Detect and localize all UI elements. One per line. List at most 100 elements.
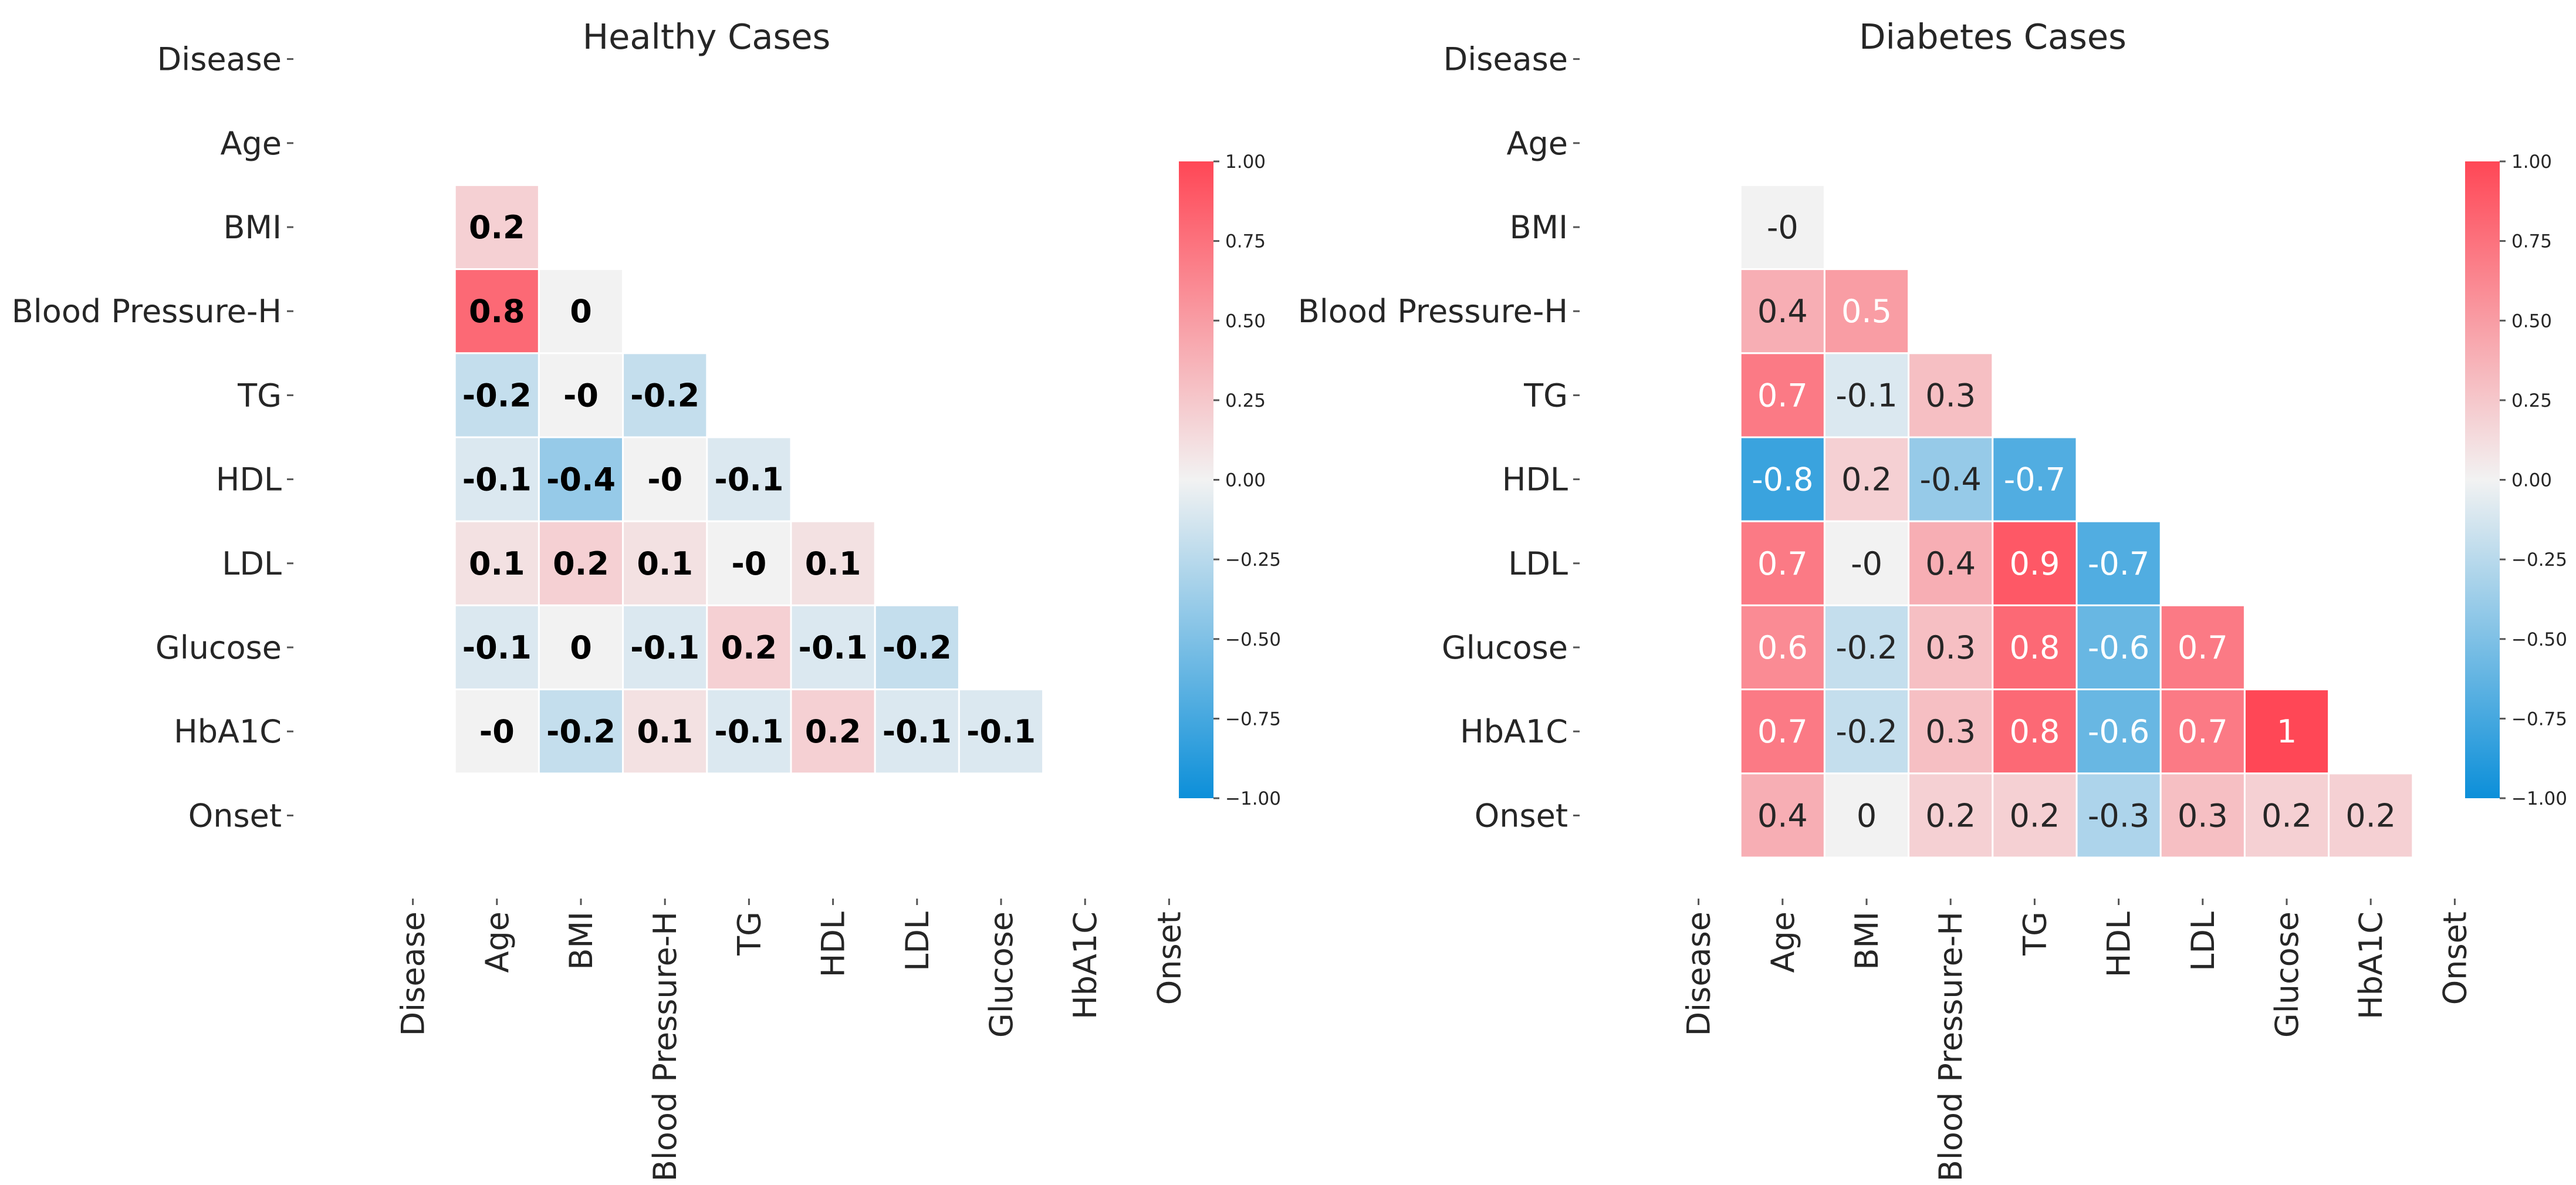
cell-label-hdl-blood-pressure-h: -0: [647, 461, 682, 498]
heatmap-cell-hdl-blood-pressure-h: [1908, 436, 1994, 522]
x-axis: Disease Age BMI Blood Pressure-H TG HDL LDL Glu…: [395, 899, 1188, 1181]
y-tick-label-onset: Onset: [188, 797, 282, 834]
y-tick-label-hdl: HDL: [1502, 461, 1568, 498]
cell-label-glucose-ldl: -0.2: [883, 629, 952, 666]
heatmap-cell-onset-hdl: [2075, 772, 2162, 859]
heatmap-cell-hba1c-tg: [706, 688, 792, 775]
heatmap-cell-onset-bmi: [1823, 772, 1910, 859]
x-tick-label-onset: Onset: [1151, 911, 1188, 1005]
y-tick-label-ldl: LDL: [222, 545, 282, 582]
heatmap-cell-glucose-blood-pressure-h: [1908, 604, 1994, 691]
x-tick-label-glucose: Glucose: [2269, 911, 2305, 1038]
x-tick-label-hdl: HDL: [2101, 911, 2138, 977]
heatmap-cells: -0 0.4 0.5 0.7 -0.1 0.3 -0.8 0.2 -0.4 -0.7 0.7 -0 0.…: [1739, 184, 2414, 859]
cell-label-hba1c-bmi: -0.2: [546, 713, 616, 750]
x-axis: Disease Age BMI Blood Pressure-H TG HDL LDL Glu…: [1681, 899, 2473, 1181]
heatmap-cell-tg-blood-pressure-h: [622, 352, 708, 438]
cell-label-hba1c-age: -0: [479, 713, 515, 750]
cell-label-onset-glucose: 0.2: [2261, 797, 2312, 834]
colorbar-tick-label: 0.75: [1225, 231, 1266, 252]
cell-label-hdl-bmi: 0.2: [1841, 461, 1892, 498]
colorbar: −1.00 −0.75 −0.50 −0.25 0.00 0.25 0.50 0.75 1.00: [2465, 151, 2567, 809]
x-tick-label-hba1c: HbA1C: [1067, 911, 1104, 1019]
heatmap-cell-hba1c-blood-pressure-h: [1908, 688, 1994, 775]
y-tick-label-disease: Disease: [1443, 41, 1568, 78]
heatmap-cell-hba1c-tg: [1992, 688, 2078, 775]
y-tick-label-hba1c: HbA1C: [1460, 713, 1568, 750]
cell-label-ldl-blood-pressure-h: 0.4: [1925, 545, 1976, 582]
heatmap-cell-onset-age: [1739, 772, 1825, 859]
cell-label-onset-ldl: 0.3: [2178, 797, 2228, 834]
x-tick-label-age: Age: [1764, 911, 1801, 973]
cell-label-bmi-age: -0: [1767, 209, 1799, 246]
heatmap-cell-glucose-blood-pressure-h: [622, 604, 708, 691]
cell-label-tg-blood-pressure-h: 0.3: [1925, 377, 1976, 414]
cell-label-ldl-bmi: 0.2: [553, 545, 609, 582]
y-tick-label-blood-pressure-h: Blood Pressure-H: [12, 293, 282, 330]
y-tick-label-tg: TG: [1523, 377, 1568, 414]
colorbar-tick-label: 0.00: [2511, 470, 2552, 491]
y-tick-label-bmi: BMI: [223, 209, 282, 246]
heatmap-cell-onset-hba1c: [2328, 772, 2414, 859]
heatmap-cell-hba1c-bmi: [537, 688, 624, 775]
heatmap-cell-ldl-tg: [1992, 520, 2078, 606]
heatmap-panel-diabetes-cases: Diabetes Cases-00.4 0.50.7 -0.1 0.3-0.8 0.2-…: [1298, 16, 2567, 1181]
heatmap-cell-glucose-age: [454, 604, 540, 691]
heatmap-cell-glucose-age: [1739, 604, 1825, 691]
heatmap-cell-glucose-ldl: [2159, 604, 2246, 691]
y-tick-label-onset: Onset: [1475, 797, 1568, 834]
chart-title: Diabetes Cases: [1859, 16, 2127, 57]
cell-label-hba1c-ldl: -0.1: [883, 713, 952, 750]
cell-label-hdl-age: -0.1: [462, 461, 532, 498]
y-tick-label-blood-pressure-h: Blood Pressure-H: [1298, 293, 1568, 330]
cell-label-onset-age: 0.4: [1757, 797, 1808, 834]
y-tick-label-glucose: Glucose: [155, 629, 282, 666]
heatmap-cell-tg-bmi: [1823, 352, 1910, 438]
cell-label-hba1c-hdl: 0.2: [805, 713, 861, 750]
heatmap-cell-glucose-ldl: [874, 604, 960, 691]
cell-label-hba1c-blood-pressure-h: 0.3: [1925, 713, 1976, 750]
heatmap-cell-tg-blood-pressure-h: [1908, 352, 1994, 438]
x-tick-label-glucose: Glucose: [983, 911, 1020, 1038]
cell-label-ldl-blood-pressure-h: 0.1: [637, 545, 693, 582]
heatmap-cell-hba1c-ldl: [874, 688, 960, 775]
colorbar-tick-label: 0.50: [2511, 310, 2552, 332]
colorbar-tick-label: −1.00: [2511, 788, 2567, 809]
cell-label-ldl-bmi: -0: [1851, 545, 1882, 582]
colorbar-tick-label: 1.00: [1225, 151, 1266, 173]
heatmap-cell-ldl-bmi: [537, 520, 624, 606]
heatmap-panel-healthy-cases: Healthy Cases 0.2 0.8 0 -0.2 -0 -0.2 -0.1 -0.4 -0…: [12, 16, 1281, 1181]
cell-label-hba1c-bmi: -0.2: [1835, 713, 1897, 750]
x-tick-label-blood-pressure-h: Blood Pressure-H: [1932, 911, 1969, 1181]
x-tick-label-ldl: LDL: [899, 911, 936, 971]
x-tick-label-ldl: LDL: [2185, 911, 2222, 971]
cell-label-ldl-tg: -0: [731, 545, 766, 582]
heatmap-cell-glucose-tg: [706, 604, 792, 691]
cell-label-tg-age: 0.7: [1757, 377, 1808, 414]
cell-label-glucose-blood-pressure-h: -0.1: [630, 629, 699, 666]
cell-label-hba1c-glucose: -0.1: [966, 713, 1036, 750]
cell-label-tg-bmi: -0.1: [1835, 377, 1897, 414]
x-tick-label-bmi: BMI: [563, 911, 600, 970]
colorbar-tick-label: 0.25: [2511, 390, 2552, 411]
heatmap-cell-hba1c-hdl: [2075, 688, 2162, 775]
heatmap-cell-hba1c-glucose: [958, 688, 1044, 775]
y-tick-label-disease: Disease: [157, 41, 282, 78]
cell-label-hba1c-hdl: -0.6: [2088, 713, 2149, 750]
colorbar-gradient: [1179, 161, 1213, 798]
heatmap-cell-hdl-bmi: [537, 436, 624, 522]
heatmap-cell-ldl-bmi: [1823, 520, 1910, 606]
cell-label-blood-pressure-h-bmi: 0.5: [1841, 293, 1892, 330]
heatmap-cells: 0.2 0.8 0 -0.2 -0 -0.2 -0.1 -0.4 -0 -0.1 0.1 0.2 0.1…: [454, 184, 1044, 775]
cell-label-hdl-tg: -0.1: [714, 461, 783, 498]
colorbar-tick-label: −0.50: [2511, 629, 2567, 650]
cell-label-ldl-hdl: -0.7: [2088, 545, 2149, 582]
heatmap-cell-ldl-tg: [706, 520, 792, 606]
colorbar-tick-label: −0.75: [2511, 708, 2567, 730]
colorbar: −1.00 −0.75 −0.50 −0.25 0.00 0.25 0.50 0.75 1.00: [1179, 151, 1281, 809]
heatmap-cell-glucose-bmi: [1823, 604, 1910, 691]
cell-label-hdl-bmi: -0.4: [546, 461, 616, 498]
cell-label-blood-pressure-h-age: 0.8: [469, 293, 525, 330]
heatmap-cell-blood-pressure-h-age: [454, 268, 540, 355]
